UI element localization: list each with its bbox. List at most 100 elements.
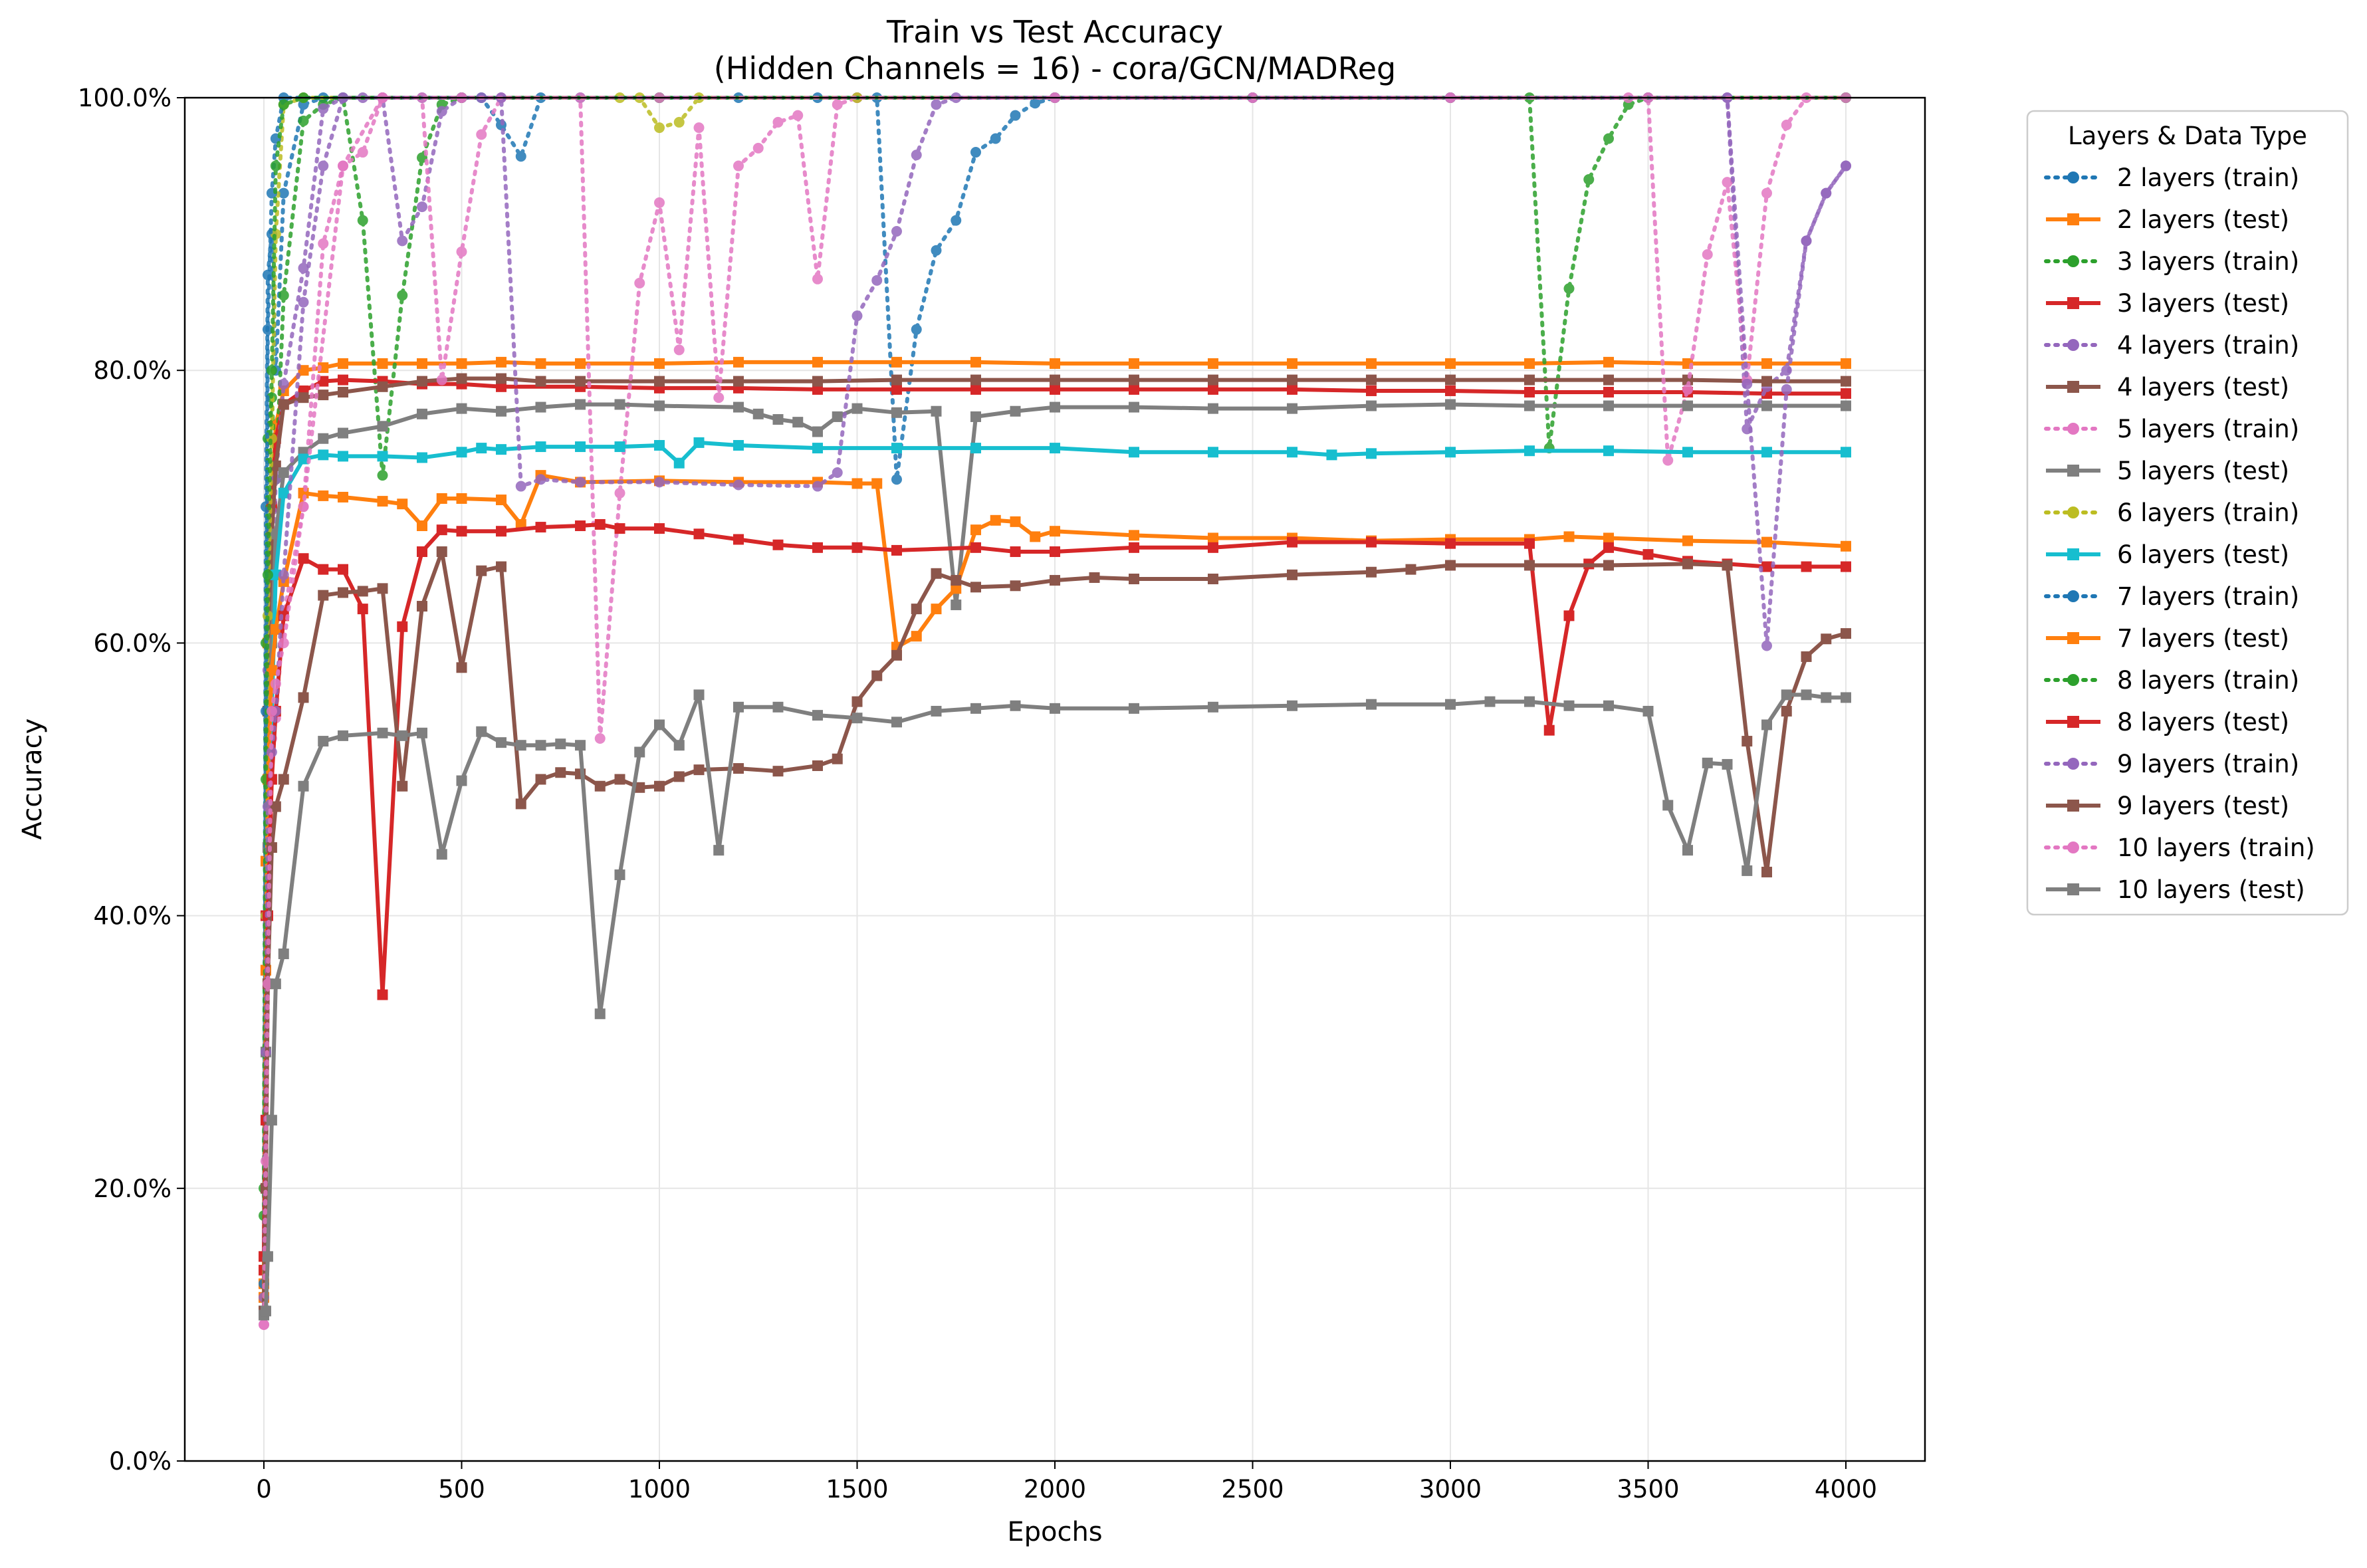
data-point <box>891 225 902 237</box>
legend-label: 9 layers (test) <box>2117 792 2289 820</box>
legend-label: 6 layers (test) <box>2117 540 2289 569</box>
data-point <box>1208 532 1218 544</box>
data-point <box>673 771 685 782</box>
data-point <box>496 444 507 455</box>
data-point <box>812 443 823 454</box>
data-point <box>654 780 665 792</box>
data-point <box>1030 531 1041 542</box>
data-point <box>1841 376 1851 387</box>
legend-item: 4 layers (train) <box>2044 331 2299 360</box>
y-tick-label: 80.0% <box>93 356 171 385</box>
data-point <box>1050 546 1060 557</box>
data-point <box>654 477 665 488</box>
data-point <box>1841 447 1851 458</box>
data-point <box>1208 358 1218 369</box>
data-point <box>476 129 487 140</box>
data-point <box>417 358 427 369</box>
data-point <box>1563 531 1575 542</box>
data-point <box>851 478 863 489</box>
data-point <box>397 780 408 792</box>
data-point <box>357 604 368 615</box>
data-point <box>298 392 309 403</box>
data-point <box>260 1155 271 1167</box>
series-line <box>262 96 1848 1218</box>
legend-label: 3 layers (train) <box>2117 247 2299 276</box>
data-point <box>515 798 526 810</box>
data-point <box>931 604 942 615</box>
data-point <box>970 411 981 422</box>
data-point <box>1583 174 1595 185</box>
data-point <box>496 526 507 537</box>
data-point <box>1603 445 1614 457</box>
data-point <box>377 358 388 369</box>
data-point <box>1445 374 1456 386</box>
data-point <box>1722 560 1733 571</box>
data-point <box>1761 640 1772 651</box>
data-point <box>1129 374 1139 386</box>
legend-marker <box>2067 213 2079 225</box>
legend-item: 10 layers (test) <box>2046 875 2305 904</box>
data-point <box>1366 385 1377 396</box>
data-point <box>594 732 606 744</box>
data-point <box>436 524 447 536</box>
data-point <box>298 115 309 126</box>
data-point <box>1761 358 1772 369</box>
data-point <box>535 376 546 387</box>
data-point <box>266 1115 277 1126</box>
data-point <box>417 520 427 532</box>
data-point <box>891 374 902 386</box>
data-point <box>1366 374 1377 386</box>
data-point <box>1445 385 1456 396</box>
data-point <box>1682 845 1693 856</box>
data-point <box>1801 689 1812 701</box>
data-point <box>1702 757 1713 768</box>
data-point <box>318 238 329 249</box>
data-point <box>1208 542 1218 553</box>
chart-title: Train vs Test Accuracy <box>886 14 1223 50</box>
data-point <box>812 376 823 387</box>
data-point <box>1445 358 1456 369</box>
data-point <box>1563 610 1575 621</box>
data-point <box>1761 561 1772 572</box>
data-point <box>377 496 388 507</box>
legend-marker <box>2067 381 2079 393</box>
data-point <box>1742 865 1753 876</box>
data-point <box>693 528 705 540</box>
data-point <box>1208 403 1218 414</box>
data-point <box>338 358 348 369</box>
data-point <box>911 324 922 335</box>
data-point <box>693 689 705 701</box>
data-point <box>1761 187 1772 199</box>
data-point <box>377 583 388 594</box>
data-point <box>1129 447 1139 458</box>
data-point <box>270 160 281 171</box>
data-point <box>496 356 507 368</box>
data-point <box>1287 569 1297 580</box>
data-point <box>266 365 277 376</box>
data-point <box>338 491 348 503</box>
data-point <box>1603 133 1614 144</box>
legend-item: 5 layers (train) <box>2044 415 2299 443</box>
data-point <box>575 441 586 453</box>
data-point <box>891 544 902 556</box>
data-point <box>270 801 281 812</box>
legend-label: 3 layers (test) <box>2117 289 2289 318</box>
data-point <box>338 730 348 741</box>
data-point <box>417 546 427 557</box>
data-point <box>278 399 289 410</box>
data-point <box>1761 719 1772 730</box>
data-point <box>1129 530 1139 541</box>
data-point <box>575 399 586 410</box>
data-point <box>1287 374 1297 386</box>
data-point <box>1682 447 1693 458</box>
data-point <box>911 604 922 615</box>
data-point <box>614 774 625 785</box>
data-point <box>476 443 487 454</box>
data-point <box>1603 374 1614 386</box>
data-point <box>318 736 329 747</box>
data-point <box>1841 388 1851 399</box>
data-point <box>891 474 902 485</box>
data-point <box>693 764 705 776</box>
legend-item: 7 layers (train) <box>2044 582 2299 611</box>
data-point <box>496 381 507 392</box>
